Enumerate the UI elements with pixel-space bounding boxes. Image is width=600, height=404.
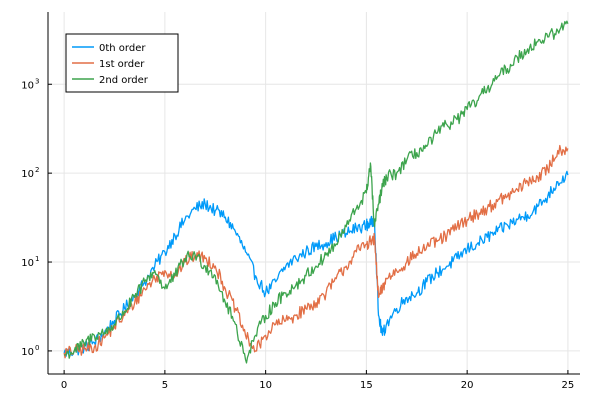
x-tick-label: 10 <box>259 380 272 391</box>
axes <box>47 12 580 375</box>
series-layer <box>63 20 569 364</box>
legend-label: 2nd order <box>99 75 149 86</box>
series-line-1 <box>63 170 569 357</box>
x-tick-label: 5 <box>162 380 168 391</box>
y-tick-label: 10 <box>21 169 34 180</box>
legend-label: 0th order <box>99 43 146 54</box>
y-tick-label: 10 <box>21 258 34 269</box>
x-tick-label: 20 <box>461 380 474 391</box>
legend: 0th order 1st order 2nd order <box>65 33 179 93</box>
y-tick-exponent: 2 <box>35 166 39 174</box>
x-ticks: 0 5 10 15 20 25 <box>61 370 574 391</box>
y-tick-label: 10 <box>21 80 34 91</box>
y-tick-exponent: 1 <box>35 255 39 263</box>
y-tick-exponent: 3 <box>35 77 39 85</box>
x-tick-label: 0 <box>61 380 67 391</box>
y-tick-label: 10 <box>21 347 34 358</box>
legend-label: 1st order <box>99 59 145 70</box>
series-line-2 <box>63 144 569 359</box>
series-line-3 <box>64 20 569 364</box>
x-tick-label: 15 <box>360 380 373 391</box>
x-tick-label: 25 <box>562 380 575 391</box>
y-tick-exponent: 0 <box>35 344 39 352</box>
